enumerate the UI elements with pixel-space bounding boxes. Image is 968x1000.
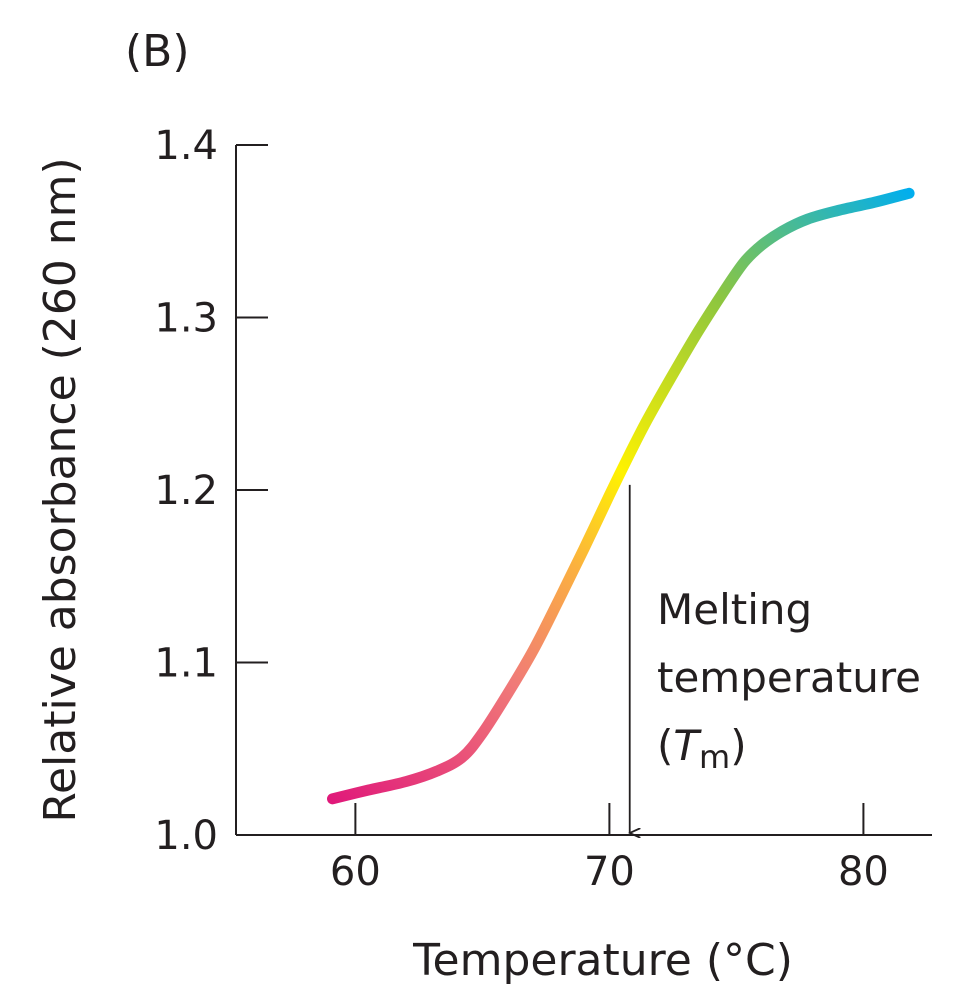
x-axis-title: Temperature (°C) [412,935,793,986]
annotation-tm-symbol: T [673,721,702,770]
y-tick-label: 1.3 [154,296,218,342]
x-ticks: 60 70 80 [330,803,889,895]
annotation-line-3: (Tm) [657,721,747,776]
y-tick-label: 1.0 [154,813,218,859]
series-group [327,187,915,805]
annotation-tm-subscript: m [699,738,730,776]
x-tick-label: 80 [838,849,889,895]
annotation-line-1: Melting [657,585,812,634]
y-tick-label: 1.4 [154,123,218,169]
annotation-open-paren: ( [657,721,673,770]
annotation-close-paren: ) [730,721,746,770]
melting-temperature-annotation: Melting temperature (Tm) [657,585,921,776]
y-tick-label: 1.1 [154,641,218,687]
y-tick-label: 1.2 [154,468,218,514]
y-axis-title: Relative absorbance (260 nm) [35,157,86,822]
panel-label: (B) [125,26,190,77]
x-tick-label: 60 [330,849,381,895]
x-tick-label: 70 [584,849,635,895]
y-ticks: 1.0 1.1 1.2 1.3 1.4 [154,123,268,859]
absorbance-curve [327,187,915,805]
annotation-line-2: temperature [657,653,921,702]
